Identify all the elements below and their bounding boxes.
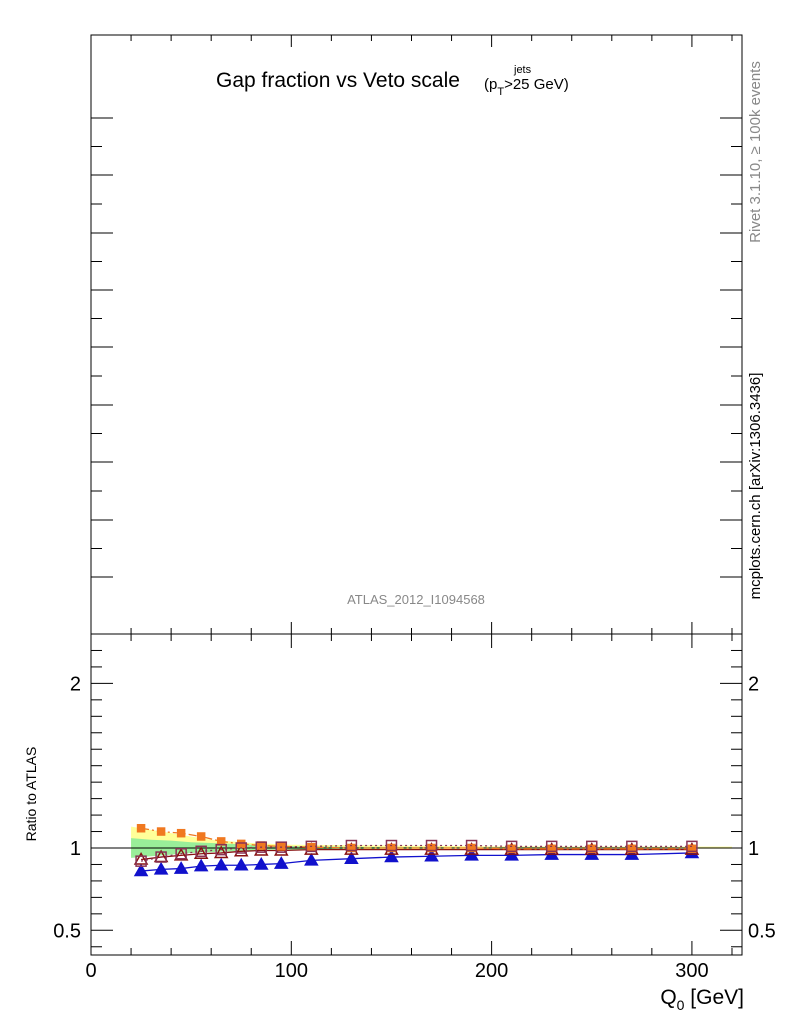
ratio-series: [133, 823, 700, 877]
ratio-x-ticks: 0 100 200 300: [85, 634, 733, 982]
data-point: [235, 842, 247, 854]
data-point: [307, 842, 316, 852]
data-point: [425, 839, 438, 852]
data-point: [233, 843, 249, 857]
ratio-panel-frame: [90, 633, 743, 956]
data-point: [153, 861, 169, 875]
data-point: [213, 857, 229, 871]
data-point: [176, 828, 186, 838]
data-point: [275, 841, 288, 853]
data-point: [305, 840, 318, 853]
data-point: [344, 851, 359, 864]
ratio-y-tick-label-right: 1: [748, 838, 759, 860]
data-point: [133, 852, 149, 865]
data-point: [626, 840, 638, 853]
data-point: [277, 842, 286, 851]
data-point: [505, 840, 518, 853]
data-point: [467, 843, 476, 853]
data-point: [587, 844, 597, 854]
ratio-y-ticks: 0.5 0.5 1 1 2 2: [53, 649, 776, 948]
data-point: [347, 843, 356, 853]
data-point: [384, 849, 399, 863]
data-point: [547, 844, 556, 854]
main-y-ticks: [91, 117, 742, 578]
data-point: [627, 844, 637, 854]
series-line: [140, 844, 692, 862]
data-point: [586, 840, 598, 853]
ratio-y-tick-label-right: 0.5: [748, 920, 776, 942]
data-point: [427, 843, 436, 853]
data-point: [173, 847, 189, 861]
data-point: [686, 840, 698, 853]
ratio-x-tick-label: 200: [475, 960, 508, 982]
ratio-y-tick-label-right: 2: [748, 673, 759, 695]
data-point: [233, 857, 249, 871]
ratio-x-tick-label: 0: [85, 960, 96, 982]
data-point: [236, 839, 246, 849]
data-point: [175, 848, 187, 860]
chart-title: Gap fraction vs Veto scale: [216, 69, 460, 92]
rivet-version-label: Rivet 3.1.10, ≥ 100k events: [747, 61, 764, 243]
ratio-y-tick-label: 2: [70, 673, 81, 695]
analysis-watermark: ATLAS_2012_I1094568: [347, 592, 485, 607]
mcplots-label: mcplots.cern.ch [arXiv:1306.3436]: [747, 373, 764, 600]
data-point: [304, 852, 319, 866]
data-point: [545, 840, 558, 853]
main-panel-frame: [90, 34, 743, 635]
data-point: [173, 861, 189, 874]
series-3: [135, 839, 698, 867]
ratio-y-tick-label: 1: [70, 838, 81, 860]
data-point: [216, 837, 226, 846]
data-point: [136, 823, 146, 833]
data-point: [345, 839, 358, 852]
data-point: [133, 863, 149, 877]
data-point: [273, 856, 289, 869]
data-point: [196, 832, 206, 841]
data-point: [424, 848, 439, 862]
data-point: [156, 827, 166, 836]
chart-title-superscript: jets: [513, 64, 532, 76]
data-point: [215, 843, 227, 856]
data-point: [255, 841, 268, 853]
data-point: [465, 839, 478, 852]
data-point: [687, 844, 697, 854]
main-x-ticks: [90, 35, 733, 634]
data-point: [387, 843, 396, 853]
chart-title-qualifier: (pT>25 GeV): [484, 76, 569, 98]
y-axis-label: Ratio to ATLAS: [23, 747, 39, 842]
ratio-x-tick-label: 300: [675, 960, 708, 982]
ratio-y-tick-label: 0.5: [53, 920, 81, 942]
data-point: [507, 844, 516, 854]
series-line: [140, 827, 692, 850]
ratio-x-tick-label: 100: [275, 960, 308, 982]
data-point: [253, 856, 269, 870]
data-point: [213, 845, 229, 859]
x-axis-label: Q0 [GeV]: [660, 986, 744, 1013]
data-point: [385, 839, 398, 852]
data-point: [195, 845, 207, 858]
data-point: [135, 855, 147, 867]
data-point: [193, 858, 209, 872]
data-point: [155, 851, 167, 863]
data-point: [193, 846, 209, 860]
data-point: [257, 841, 266, 850]
